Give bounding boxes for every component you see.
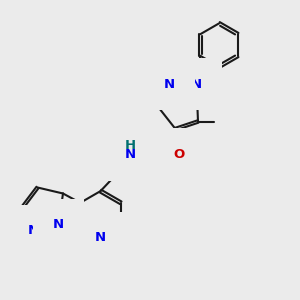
Text: N: N [95,231,106,244]
Text: N: N [53,218,64,232]
Text: N: N [191,77,202,91]
Text: O: O [173,148,184,161]
Text: H: H [125,139,136,152]
Text: N: N [27,224,39,238]
Text: N: N [125,148,136,161]
Text: N: N [164,77,175,91]
